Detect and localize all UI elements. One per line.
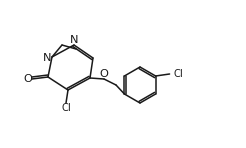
Text: O: O [24, 74, 32, 84]
Text: O: O [100, 69, 108, 79]
Text: N: N [70, 35, 78, 45]
Text: Cl: Cl [174, 69, 184, 79]
Text: N: N [43, 53, 51, 63]
Text: Cl: Cl [61, 103, 71, 113]
